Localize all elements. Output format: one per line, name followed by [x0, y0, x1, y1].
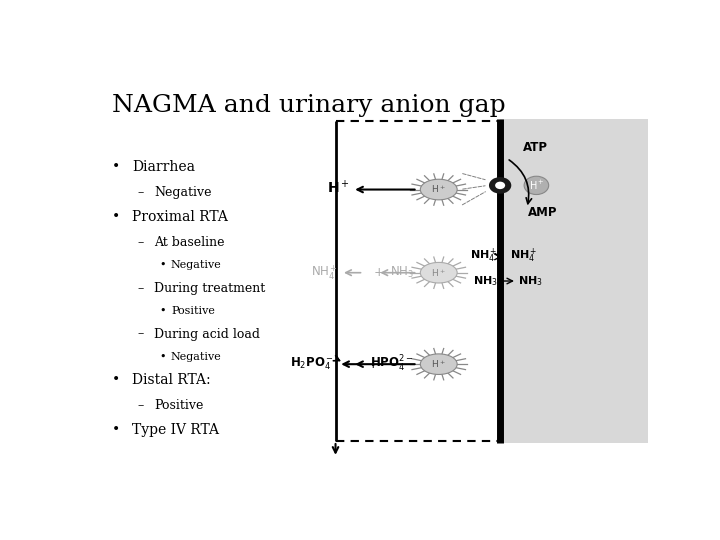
Text: Distal RTA:: Distal RTA:: [132, 373, 210, 387]
Text: NH$_3$: NH$_3$: [390, 265, 413, 280]
Text: +: +: [368, 357, 379, 370]
Text: Positive: Positive: [154, 399, 204, 412]
Text: –: –: [138, 399, 144, 412]
Text: Positive: Positive: [171, 306, 215, 316]
Text: –: –: [138, 328, 144, 341]
Ellipse shape: [420, 354, 457, 374]
Circle shape: [495, 181, 505, 189]
Text: NH$_4^+$: NH$_4^+$: [311, 264, 338, 282]
Text: AMP: AMP: [528, 206, 557, 219]
Text: H$^+$: H$^+$: [431, 267, 446, 279]
Text: NAGMA and urinary anion gap: NAGMA and urinary anion gap: [112, 94, 506, 117]
Text: +: +: [374, 266, 384, 279]
Text: H$^+$: H$^+$: [431, 184, 446, 195]
Text: During acid load: During acid load: [154, 328, 260, 341]
Text: •: •: [112, 160, 120, 174]
Text: H$^+$: H$^+$: [327, 179, 349, 196]
Text: NH$_4^+$: NH$_4^+$: [469, 247, 498, 265]
Text: NH$_3$: NH$_3$: [518, 274, 543, 288]
Text: NH$_3$: NH$_3$: [472, 274, 498, 288]
Text: H$_2$PO$_4^-$: H$_2$PO$_4^-$: [290, 356, 334, 373]
Text: NH$_4^+$: NH$_4^+$: [510, 247, 538, 265]
Text: H$^+$: H$^+$: [431, 359, 446, 370]
Text: ATP: ATP: [523, 141, 547, 154]
Ellipse shape: [420, 179, 457, 200]
Text: Diarrhea: Diarrhea: [132, 160, 195, 174]
Text: •: •: [160, 352, 166, 362]
Text: •: •: [112, 373, 120, 387]
Ellipse shape: [420, 262, 457, 283]
Circle shape: [489, 177, 511, 194]
Text: HPO$_4^{2-}$: HPO$_4^{2-}$: [370, 354, 413, 374]
Text: During treatment: During treatment: [154, 282, 266, 295]
Text: •: •: [160, 306, 166, 316]
Text: Type IV RTA: Type IV RTA: [132, 423, 219, 437]
Text: Proximal RTA: Proximal RTA: [132, 211, 228, 224]
Text: –: –: [138, 186, 144, 199]
Text: –: –: [138, 282, 144, 295]
Text: •: •: [112, 211, 120, 224]
Text: •: •: [160, 260, 166, 270]
Text: Negative: Negative: [171, 352, 222, 362]
Text: H$^+$: H$^+$: [528, 179, 544, 192]
Circle shape: [524, 176, 549, 194]
Text: –: –: [138, 236, 144, 249]
Text: Negative: Negative: [171, 260, 222, 270]
Text: Negative: Negative: [154, 186, 212, 199]
Text: •: •: [112, 423, 120, 437]
FancyBboxPatch shape: [500, 119, 648, 443]
Text: At baseline: At baseline: [154, 236, 225, 249]
